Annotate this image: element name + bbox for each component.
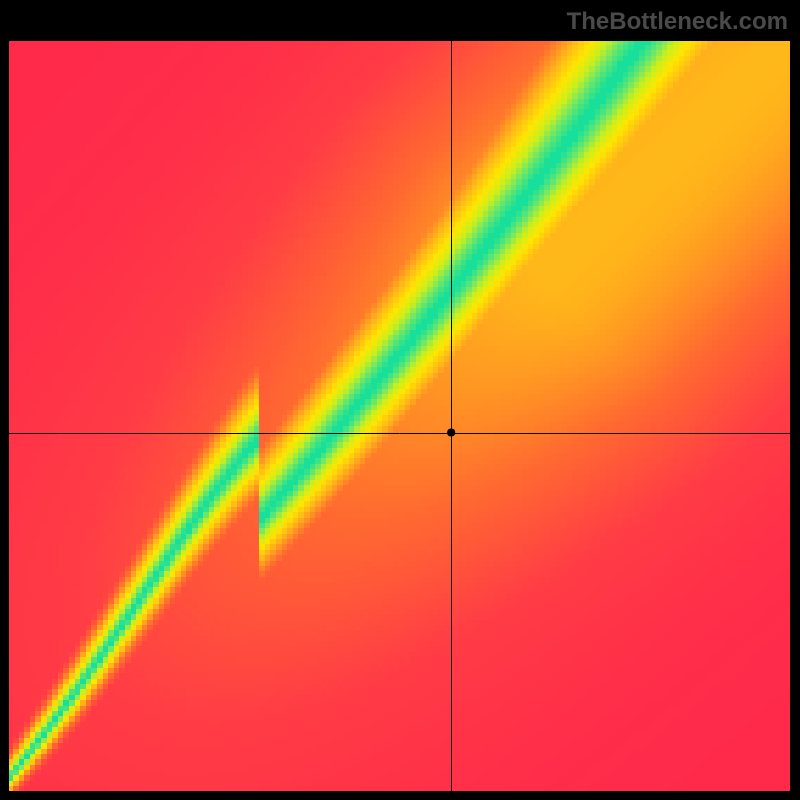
- watermark-text: TheBottleneck.com: [567, 8, 788, 36]
- chart-container: TheBottleneck.com: [0, 0, 800, 800]
- bottleneck-heatmap: [8, 40, 791, 792]
